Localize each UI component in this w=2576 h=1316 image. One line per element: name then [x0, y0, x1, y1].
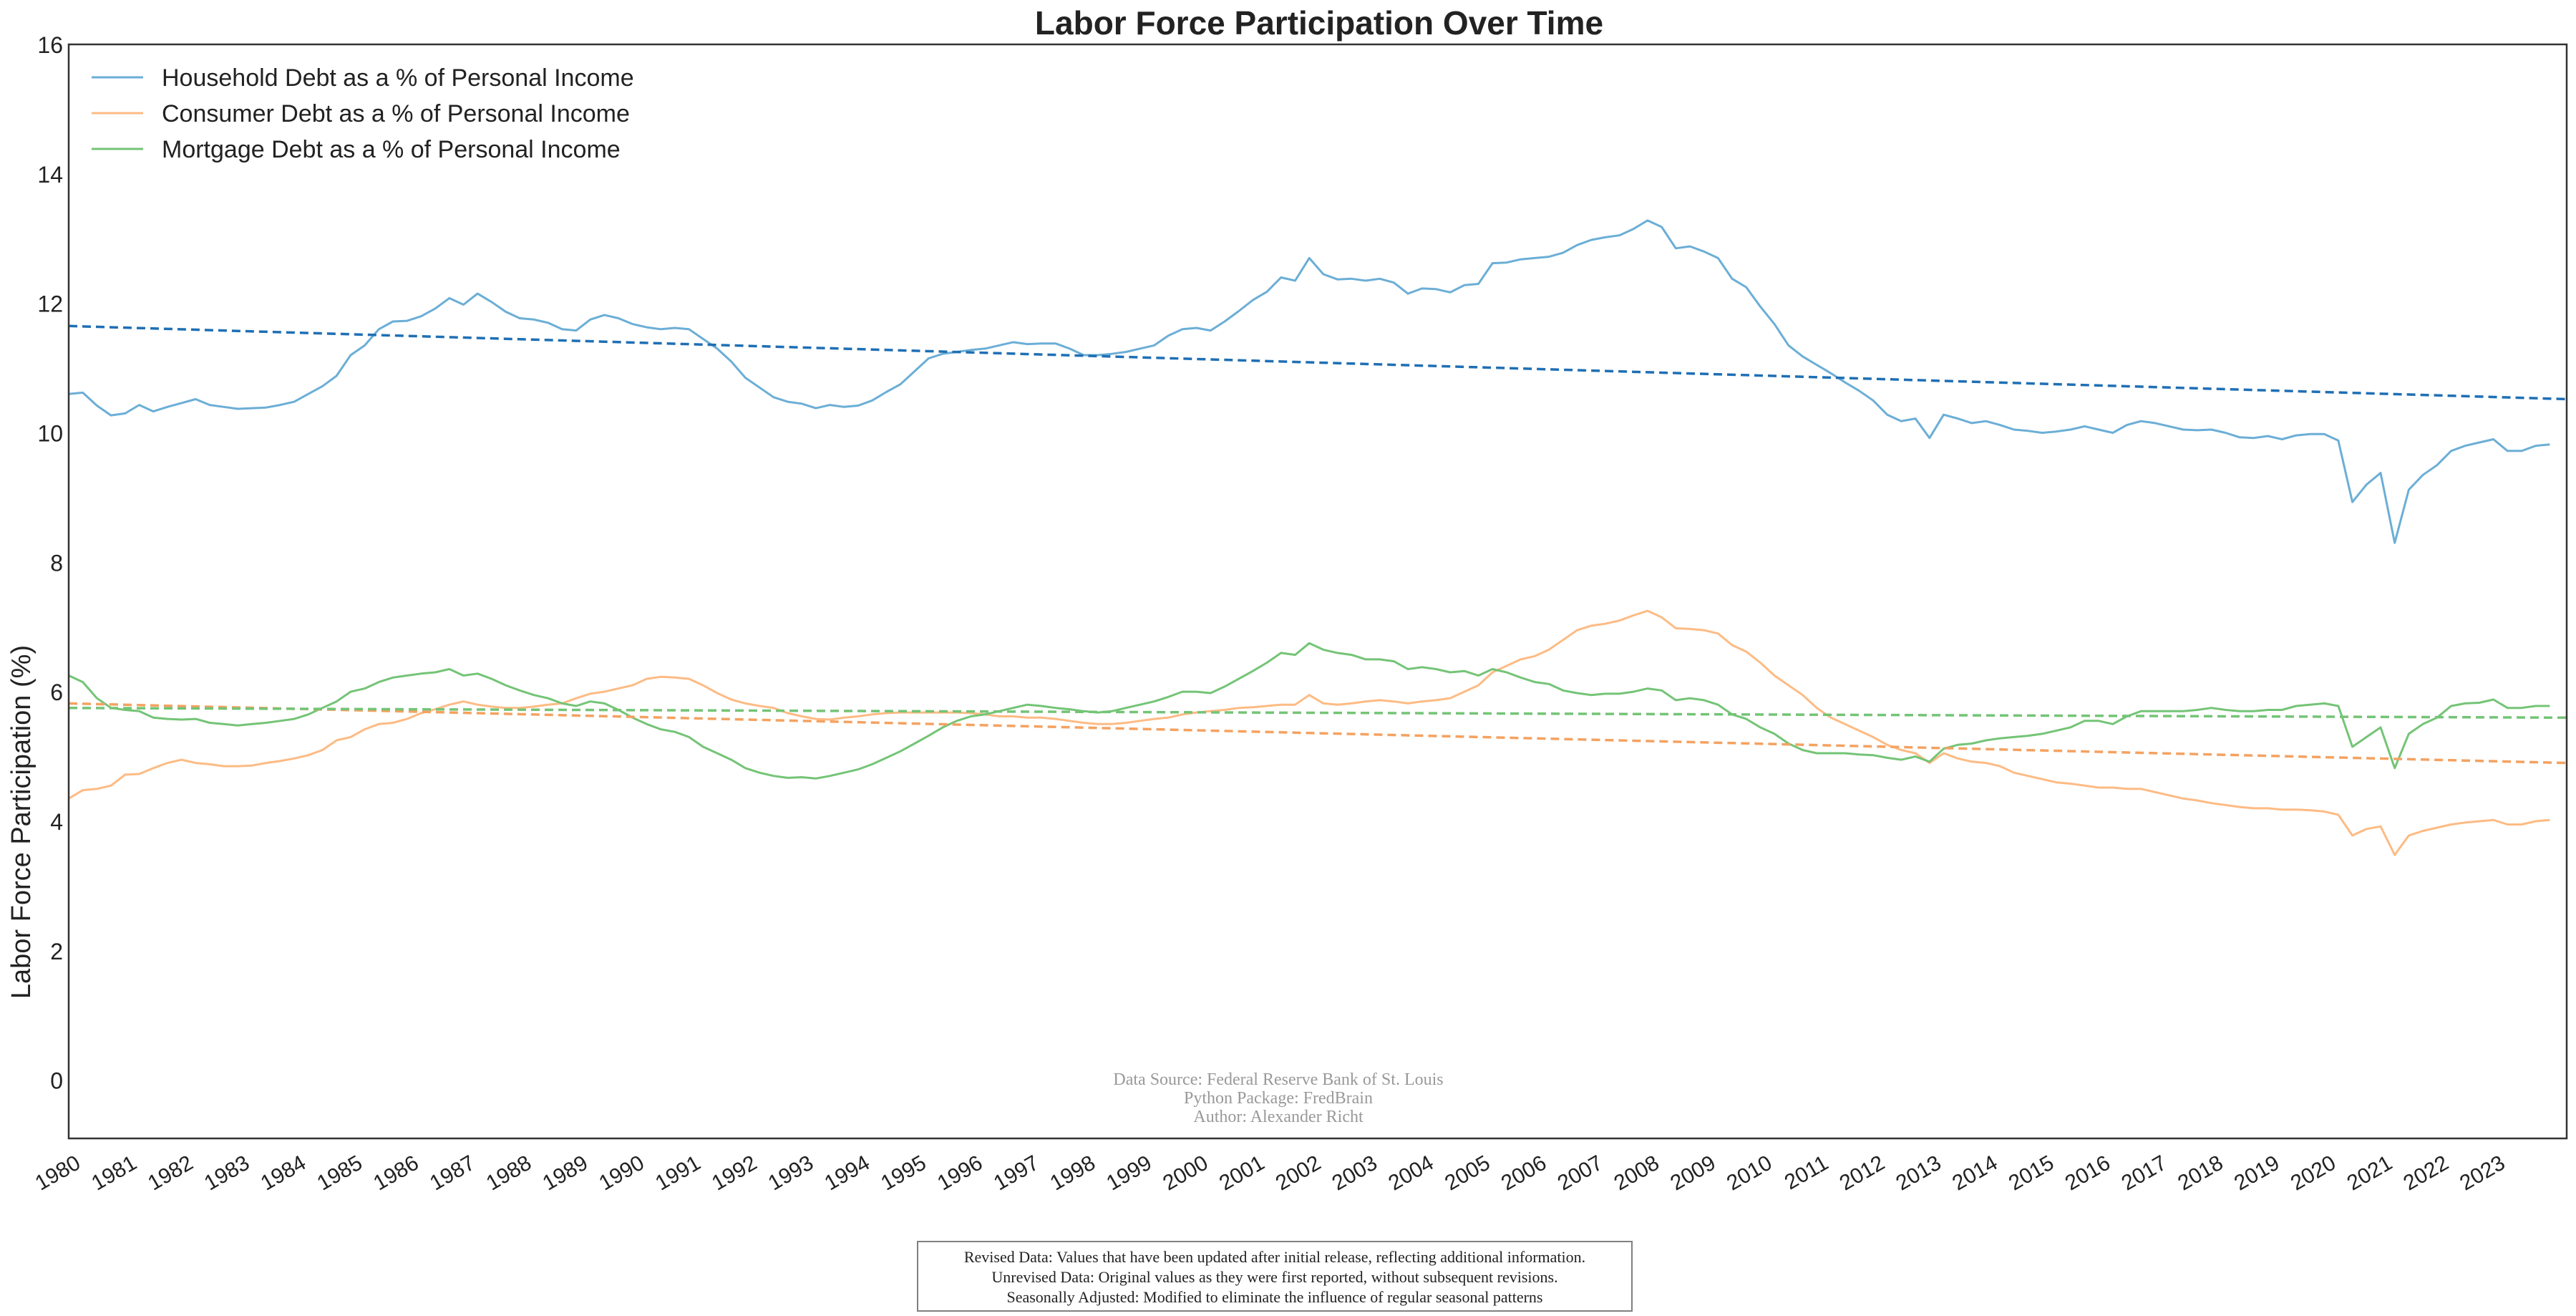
x-tick-label: 1986	[369, 1151, 422, 1195]
x-tick-label: 2001	[1215, 1151, 1268, 1195]
trend-line-consumer	[68, 702, 2567, 765]
x-tick-label: 2019	[2230, 1151, 2283, 1195]
y-tick-label: 10	[37, 420, 63, 446]
source-annotation: Data Source: Federal Reserve Bank of St.…	[1113, 1070, 1443, 1126]
x-tick-label: 2006	[1497, 1151, 1550, 1195]
footer-note-revised: Revised Data: Values that have been upda…	[963, 1248, 1586, 1266]
y-tick-label: 16	[37, 32, 63, 58]
footer-note-seasonal: Seasonally Adjusted: Modified to elimina…	[1006, 1288, 1543, 1306]
y-axis-ticks: 0 2 4 6 8 10 12 14 16	[37, 32, 63, 1094]
x-tick-label: 1995	[877, 1151, 930, 1195]
x-tick-label: 1991	[651, 1151, 704, 1195]
x-tick-label: 2014	[1948, 1151, 2001, 1195]
legend-label-consumer: Consumer Debt as a % of Personal Income	[162, 100, 630, 127]
x-tick-label: 2012	[1836, 1151, 1889, 1195]
x-tick-label: 2011	[1781, 1151, 1832, 1194]
x-tick-label: 2010	[1723, 1151, 1776, 1195]
series-line-mortgage	[68, 642, 2550, 780]
x-tick-label: 2015	[2005, 1151, 2058, 1195]
footer-notes-box: Revised Data: Values that have been upda…	[917, 1241, 1633, 1312]
x-tick-label: 2018	[2174, 1151, 2227, 1195]
x-tick-label: 1998	[1046, 1151, 1099, 1195]
annotation-author: Author: Alexander Richt	[1193, 1108, 1364, 1126]
annotation-package: Python Package: FredBrain	[1184, 1089, 1373, 1108]
x-tick-label: 2005	[1441, 1151, 1494, 1195]
y-tick-label: 6	[50, 679, 63, 705]
plot-frame	[67, 43, 2568, 1140]
y-tick-label: 12	[37, 291, 63, 317]
y-axis-label: Labor Force Participation (%)	[6, 645, 37, 999]
series-line-consumer	[68, 609, 2550, 856]
chart-title: Labor Force Participation Over Time	[1035, 4, 1603, 42]
x-tick-label: 2013	[1892, 1151, 1945, 1195]
y-tick-label: 14	[37, 162, 63, 188]
y-tick-label: 2	[50, 939, 63, 964]
x-tick-label: 2002	[1272, 1151, 1325, 1195]
x-tick-label: 2022	[2399, 1151, 2452, 1195]
x-tick-label: 2003	[1328, 1151, 1381, 1195]
x-tick-label: 2017	[2117, 1151, 2170, 1195]
x-tick-label: 2009	[1666, 1151, 1719, 1195]
x-axis-ticks: 1980 1981 1982 1983 1984 1985 1986 1987 1988 1989…	[31, 1151, 2509, 1195]
x-tick-label: 1999	[1102, 1151, 1155, 1195]
x-tick-label: 1985	[313, 1151, 366, 1195]
x-tick-label: 2004	[1384, 1151, 1437, 1195]
x-tick-label: 2000	[1159, 1151, 1212, 1195]
legend-label-household: Household Debt as a % of Personal Income	[162, 64, 634, 92]
x-tick-label: 1984	[257, 1151, 310, 1195]
x-tick-label: 2020	[2287, 1151, 2340, 1195]
x-tick-label: 1996	[933, 1151, 986, 1195]
x-tick-label: 2023	[2456, 1151, 2509, 1195]
x-tick-label: 1988	[482, 1151, 535, 1195]
x-tick-label: 2016	[2061, 1151, 2114, 1195]
y-tick-label: 8	[50, 550, 63, 576]
y-tick-label: 4	[50, 809, 63, 835]
x-tick-label: 1980	[31, 1151, 84, 1195]
x-tick-label: 2007	[1554, 1151, 1607, 1195]
plot-area	[68, 219, 2567, 856]
trend-line-household	[68, 324, 2567, 401]
x-tick-label: 1990	[595, 1151, 648, 1195]
x-tick-label: 1983	[200, 1151, 253, 1195]
x-tick-label: 1989	[539, 1151, 592, 1195]
x-tick-label: 1982	[144, 1151, 197, 1195]
x-tick-label: 1997	[990, 1151, 1043, 1195]
footer-note-unrevised: Unrevised Data: Original values as they …	[991, 1268, 1558, 1286]
x-tick-label: 2008	[1610, 1151, 1663, 1195]
trend-line-mortgage	[68, 706, 2567, 720]
x-tick-label: 1981	[87, 1151, 140, 1195]
x-tick-label: 1993	[764, 1151, 817, 1195]
y-tick-label: 0	[50, 1068, 63, 1094]
x-tick-label: 1994	[821, 1151, 874, 1195]
series-line-household	[68, 219, 2550, 544]
legend: Household Debt as a % of Personal Income…	[92, 64, 634, 163]
annotation-source: Data Source: Federal Reserve Bank of St.…	[1113, 1070, 1443, 1089]
x-tick-label: 1992	[708, 1151, 761, 1195]
legend-label-mortgage: Mortgage Debt as a % of Personal Income	[162, 136, 621, 163]
x-tick-label: 1987	[426, 1151, 479, 1195]
x-tick-label: 2021	[2343, 1151, 2396, 1195]
